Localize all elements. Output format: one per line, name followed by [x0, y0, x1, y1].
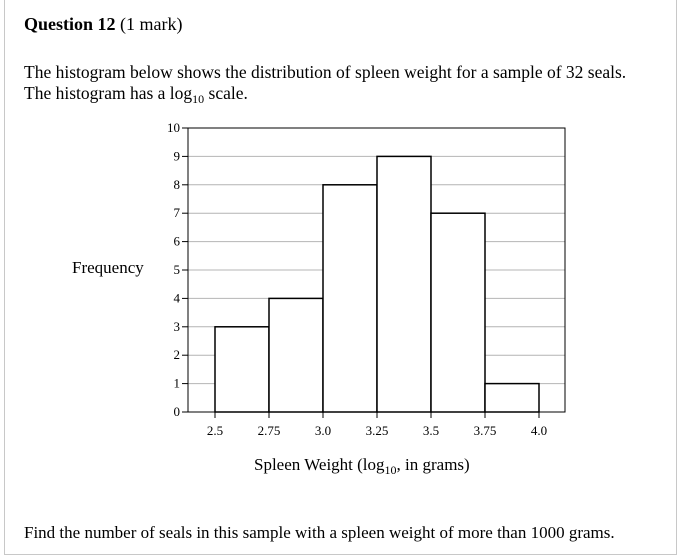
x-tick-label-6: 4.0: [531, 423, 547, 438]
x-tick-label-0: 2.5: [207, 423, 223, 438]
y-tick-label-4: 4: [174, 290, 181, 305]
intro-line-2-post: scale.: [204, 83, 248, 103]
x-axis-label-post: , in grams): [396, 455, 470, 474]
x-tick-label-1: 2.75: [258, 423, 281, 438]
x-axis-label-sub: 10: [384, 463, 397, 477]
intro-line-1: The histogram below shows the distributi…: [24, 62, 627, 82]
x-axis-label: Spleen Weight (log10, in grams): [254, 455, 470, 478]
y-tick-label-2: 2: [174, 347, 181, 362]
intro-line-2-sub: 10: [192, 92, 205, 106]
x-tick-label-3: 3.25: [366, 423, 389, 438]
question-prompt: Find the number of seals in this sample …: [24, 523, 615, 542]
question-frame: [4, 0, 677, 555]
histogram-bar-2: [322, 184, 378, 413]
histogram-bar-4: [430, 212, 486, 413]
y-tick-label-9: 9: [174, 148, 181, 163]
histogram-bar-0: [214, 326, 270, 413]
y-tick-label-5: 5: [174, 262, 181, 277]
question-header: Question 12 (1 mark): [24, 14, 183, 35]
question-marks: (1 mark): [120, 14, 183, 34]
y-tick-label-0: 0: [174, 404, 181, 419]
y-tick-label-8: 8: [174, 177, 181, 192]
x-tick-label-5: 3.75: [474, 423, 497, 438]
intro-line-2: The histogram has a log10 scale.: [24, 83, 626, 110]
histogram-bar-3: [376, 155, 432, 413]
histogram-bar-5: [484, 382, 540, 413]
question-number: Question 12: [24, 14, 116, 34]
y-axis-label: Frequency: [72, 258, 144, 277]
x-tick-label-4: 3.5: [423, 423, 439, 438]
y-tick-label-3: 3: [174, 319, 181, 334]
intro-line-2-pre: The histogram has a log: [24, 83, 193, 103]
histogram-bar-1: [268, 297, 324, 413]
x-tick-label-2: 3.0: [315, 423, 331, 438]
question-intro: The histogram below shows the distributi…: [24, 62, 626, 110]
y-tick-label-1: 1: [174, 376, 181, 391]
y-tick-label-10: 10: [167, 120, 180, 135]
y-tick-label-7: 7: [174, 205, 181, 220]
y-tick-label-6: 6: [174, 234, 181, 249]
x-axis-label-pre: Spleen Weight (log: [254, 455, 385, 474]
